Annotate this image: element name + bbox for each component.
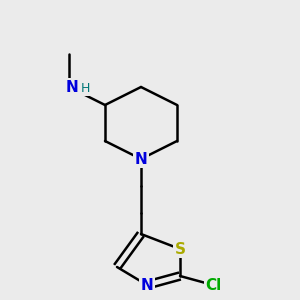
Text: N: N: [135, 152, 147, 166]
Text: H: H: [81, 82, 90, 95]
Text: S: S: [175, 242, 185, 256]
Text: Cl: Cl: [205, 278, 221, 292]
Text: N: N: [141, 278, 153, 292]
Text: N: N: [66, 80, 78, 94]
